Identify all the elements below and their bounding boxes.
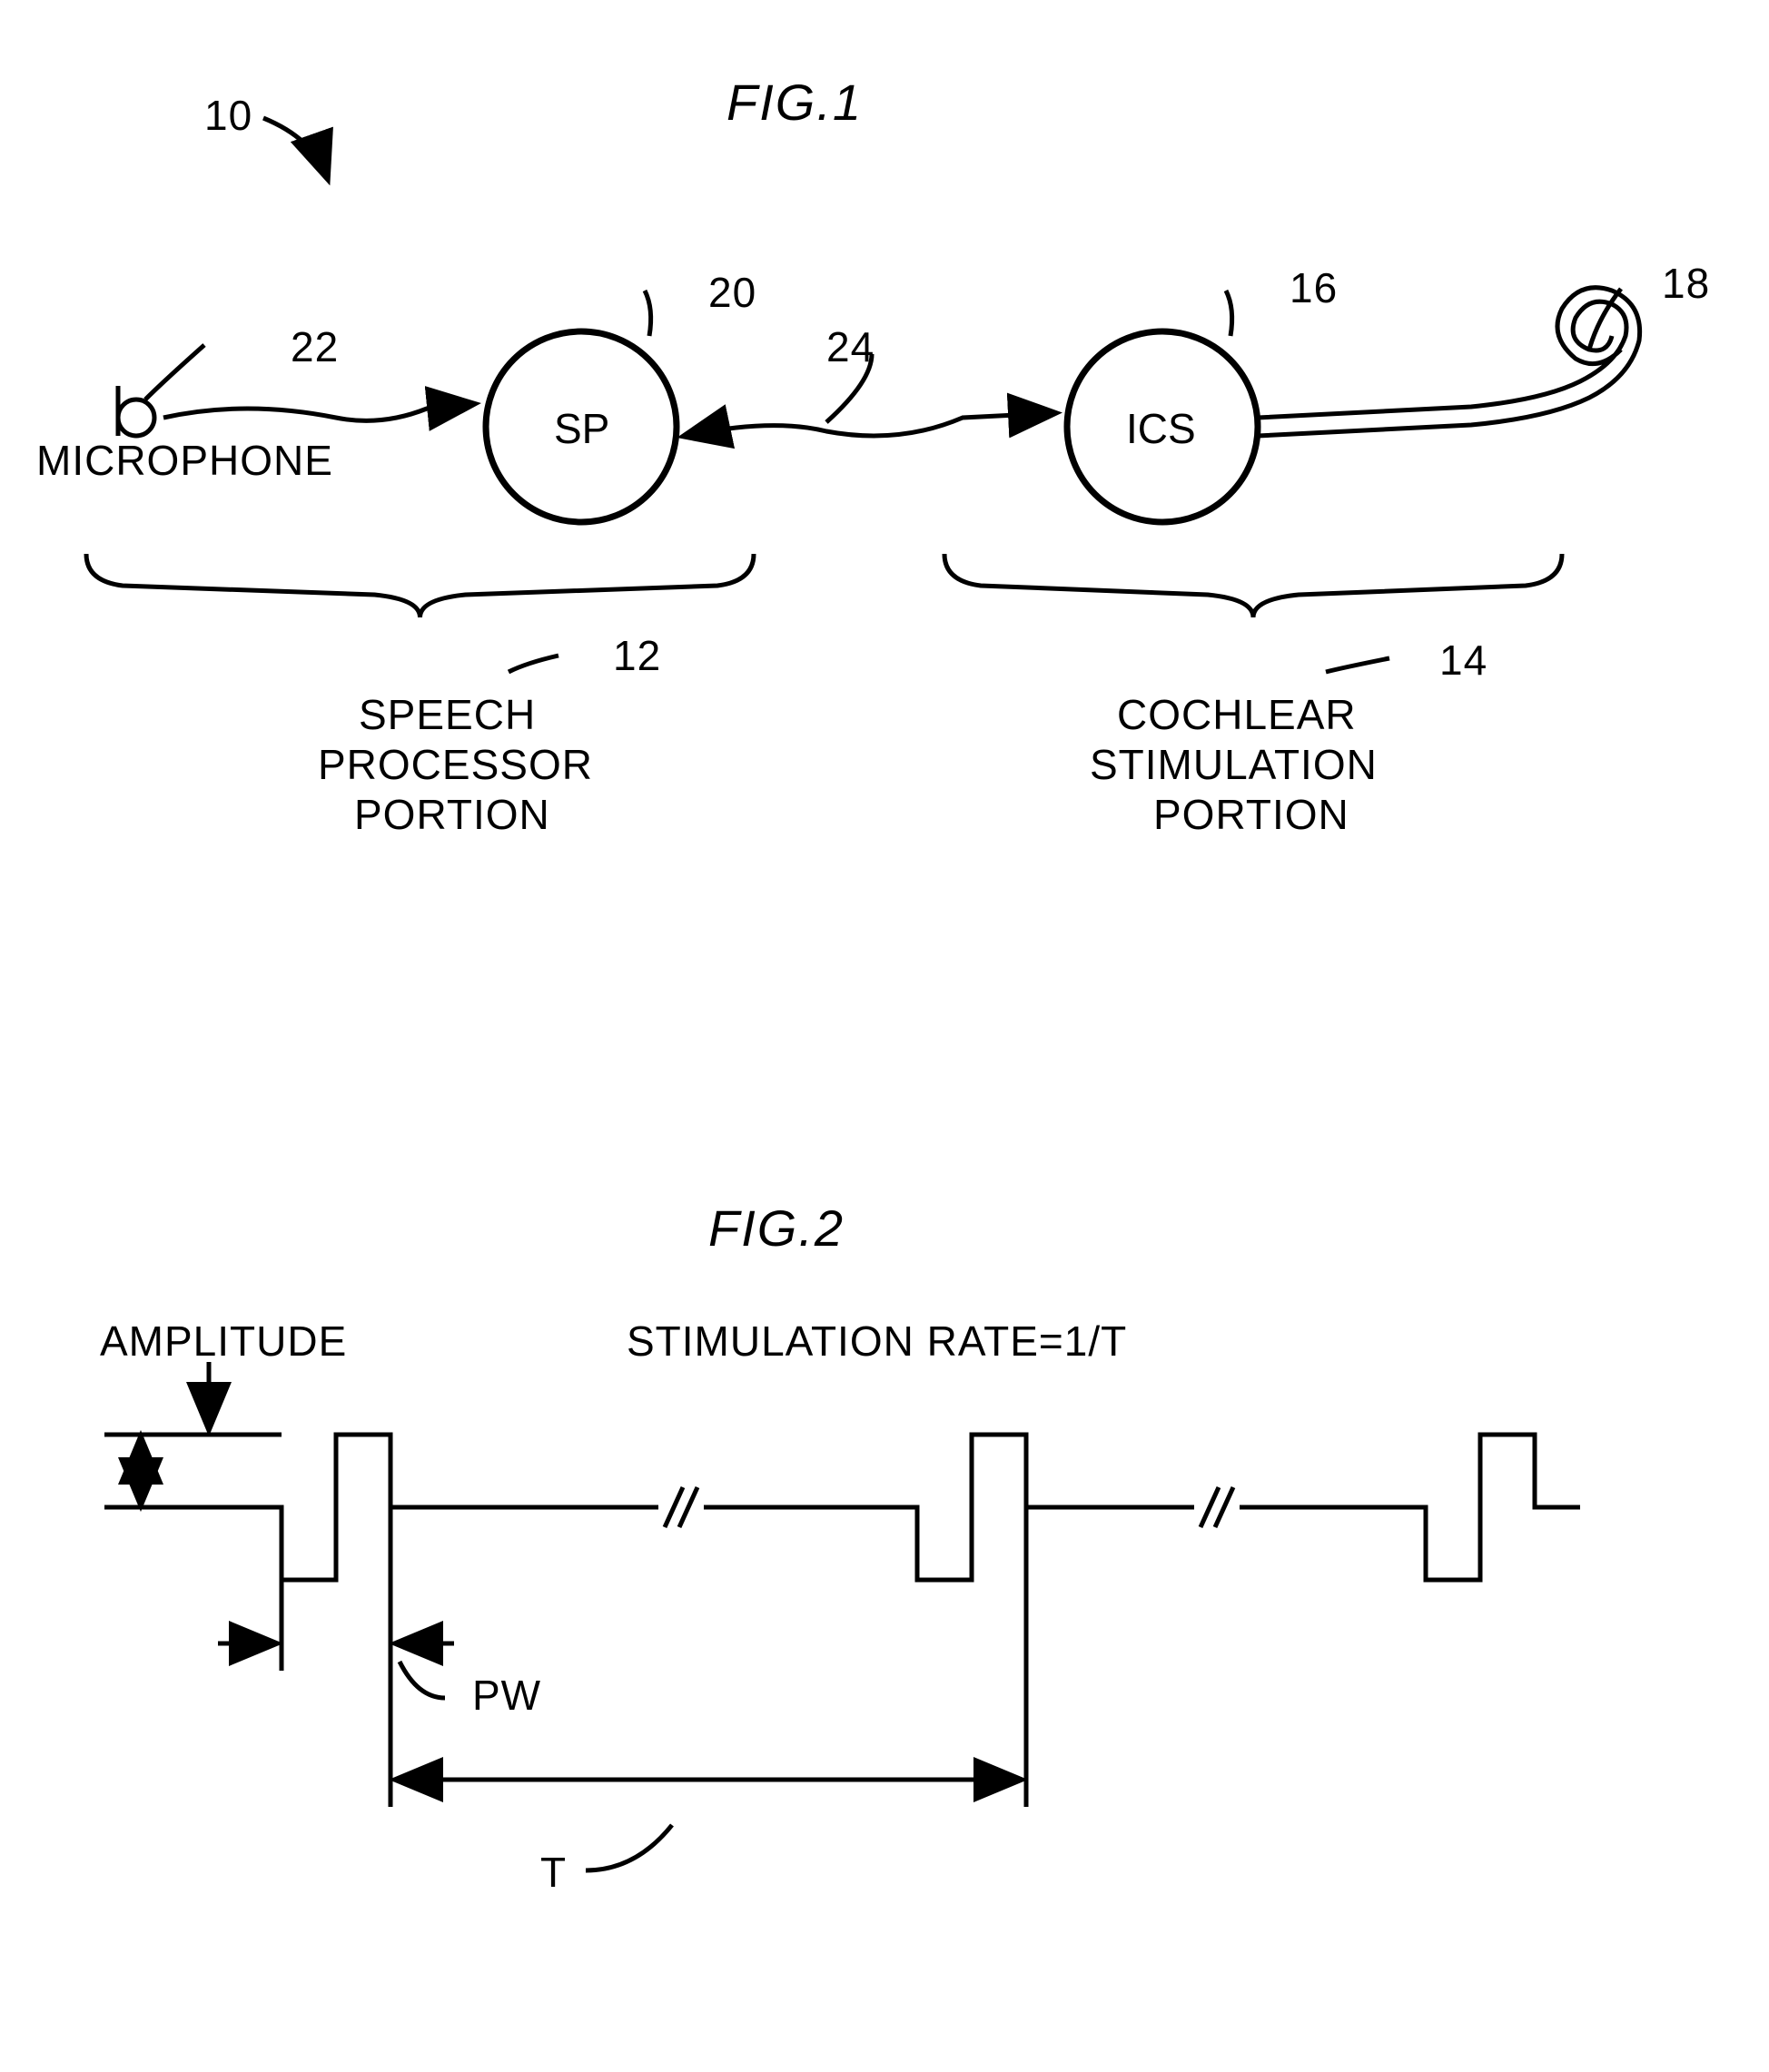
diagram-page: FIG.1 10 MICROPHONE 22 SP 20 ICS 16 18 2… bbox=[36, 36, 1733, 2036]
diagram-svg bbox=[36, 36, 1733, 2036]
fig2-group bbox=[104, 1362, 1580, 1870]
fig1-group bbox=[86, 118, 1640, 672]
